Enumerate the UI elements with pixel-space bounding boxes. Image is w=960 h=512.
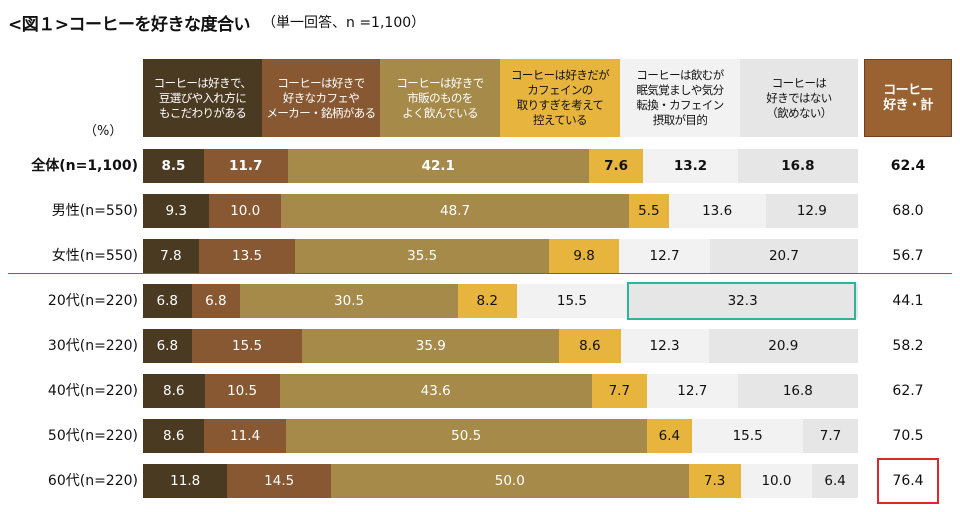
bar-segment: 50.0	[331, 464, 689, 498]
category-label: 30代(n=220)	[47, 338, 138, 354]
total-value: 70.5	[892, 428, 924, 444]
bar-segment: 6.8	[143, 284, 192, 318]
bar-segment: 12.9	[765, 194, 858, 228]
highlight-box	[627, 282, 856, 320]
bar-segment: 12.7	[619, 239, 710, 273]
total-value: 44.1	[892, 293, 924, 309]
category-label: 40代(n=220)	[47, 383, 138, 399]
chart-title: <図１>コーヒーを好きな度合い	[8, 15, 251, 35]
total-value: 56.7	[892, 248, 924, 264]
bar-segment: 7.7	[803, 419, 858, 453]
bar-segment: 13.2	[643, 149, 738, 183]
bar-segment: 13.6	[668, 194, 766, 228]
total-value: 68.0	[892, 203, 924, 219]
bar-segment: 13.5	[198, 239, 296, 273]
bar-segment: 6.4	[646, 419, 693, 453]
bar-segment: 42.1	[287, 149, 589, 183]
category-label: 全体(n=1,100)	[31, 158, 138, 174]
unit-label: （%）	[84, 124, 123, 139]
bar-segment: 10.5	[204, 374, 280, 408]
legend-header: コーヒーは飲むが 眠気覚ましや気分 転換・カフェイン 摂取が目的	[620, 59, 740, 137]
legend-header: コーヒーは好きで 市販のものを よく飲んでいる	[380, 59, 500, 137]
bar-segment: 9.3	[143, 194, 210, 228]
bar-segment: 7.6	[588, 149, 644, 183]
bar-segment: 11.7	[203, 149, 288, 183]
bar-segment: 6.8	[143, 329, 192, 363]
total-value: 62.4	[890, 158, 926, 174]
bar-segment: 32.3	[627, 284, 858, 318]
bar-segment: 20.7	[709, 239, 858, 273]
bar-segment: 8.6	[143, 374, 205, 408]
bar-segment: 48.7	[280, 194, 630, 228]
bar-segment: 14.5	[227, 464, 332, 498]
category-label: 女性(n=550)	[51, 248, 138, 264]
total-value: 58.2	[892, 338, 924, 354]
category-label: 60代(n=220)	[47, 473, 138, 489]
bar-segment: 15.5	[692, 419, 803, 453]
bar-segment: 11.8	[143, 464, 228, 498]
bar-segment: 43.6	[279, 374, 592, 408]
chart-subtitle: （単一回答、n =1,100）	[262, 15, 426, 31]
category-label: 50代(n=220)	[47, 428, 138, 444]
bar-segment: 30.5	[240, 284, 458, 318]
bar-segment: 7.7	[591, 374, 647, 408]
total-value: 76.4	[892, 473, 924, 489]
total-value: 62.7	[892, 383, 924, 399]
legend-header-total: コーヒー 好き・計	[864, 59, 952, 137]
group-divider	[8, 273, 952, 274]
bar-segment: 16.8	[737, 149, 858, 183]
legend-header: コーヒーは好きで 好きなカフェや メーカー・銘柄がある	[262, 59, 380, 137]
bar-segment: 6.8	[191, 284, 241, 318]
bar-segment: 10.0	[740, 464, 813, 498]
category-label: 20代(n=220)	[47, 293, 138, 309]
bar-segment: 50.5	[285, 419, 647, 453]
legend-header: コーヒーは好きで、 豆選びや入れ方に もこだわりがある	[143, 59, 262, 137]
bar-segment: 16.8	[737, 374, 858, 408]
bar-segment: 35.5	[295, 239, 550, 273]
legend-header: コーヒーは好きだが カフェインの 取りすぎを考えて 控えている	[500, 59, 620, 137]
bar-segment: 12.7	[646, 374, 738, 408]
bar-segment: 12.3	[620, 329, 709, 363]
bar-segment: 9.8	[549, 239, 620, 273]
bar-segment: 11.4	[204, 419, 286, 453]
category-label: 男性(n=550)	[51, 203, 138, 219]
bar-segment: 8.6	[559, 329, 621, 363]
legend-header: コーヒーは 好きではない （飲めない）	[740, 59, 858, 137]
bar-segment: 15.5	[516, 284, 628, 318]
bar-segment: 20.9	[708, 329, 858, 363]
bar-segment: 8.6	[143, 419, 205, 453]
bar-segment: 35.9	[302, 329, 560, 363]
bar-segment: 7.8	[143, 239, 199, 273]
bar-segment: 15.5	[191, 329, 303, 363]
bar-segment: 8.5	[143, 149, 204, 183]
bar-segment: 6.4	[812, 464, 858, 498]
bar-segment: 7.3	[688, 464, 741, 498]
bar-segment: 8.2	[458, 284, 517, 318]
highlight-box	[877, 458, 939, 504]
bar-segment: 10.0	[209, 194, 281, 228]
bar-segment: 5.5	[629, 194, 669, 228]
